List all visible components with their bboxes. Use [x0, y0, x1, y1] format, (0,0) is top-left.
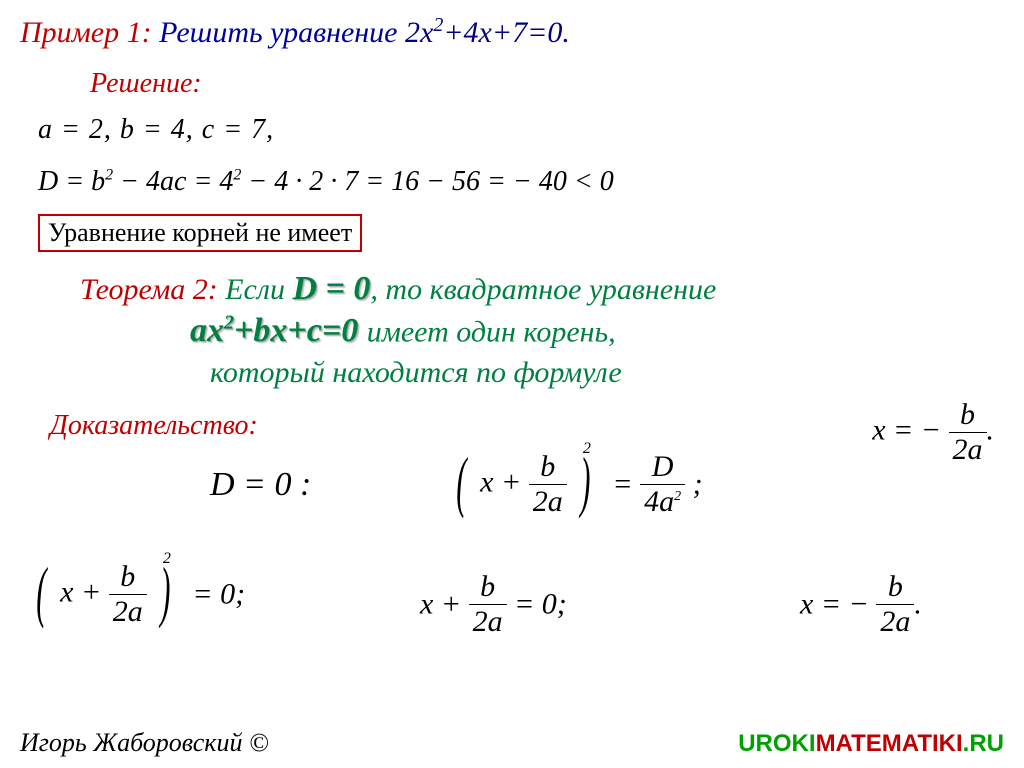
theorem-eq: ах [190, 312, 224, 349]
x-formula-num: b [949, 400, 987, 433]
title-dot: . [562, 16, 570, 49]
footer-author: Игорь Жаборовский © [20, 728, 269, 758]
proof-label: Доказательство: [50, 410, 1004, 442]
eq4-num: b [876, 572, 914, 605]
eq3-den: 2a [469, 605, 507, 637]
theorem-eq-sup: 2 [224, 312, 234, 334]
title-eq-b: +4х+7=0 [443, 16, 562, 49]
no-roots-box: Уравнение корней не имеет [38, 214, 362, 252]
footer-site-1: UROKI [738, 730, 815, 757]
eq2-num: b [109, 562, 147, 595]
eq1-x: x + [480, 466, 521, 499]
theorem-eq-rest: +bх+с=0 [234, 312, 358, 349]
coefficients: a = 2, b = 4, c = 7, [38, 114, 1004, 146]
eq4-den: 2a [876, 605, 914, 637]
example-title: Пример 1: Решить уравнение 2х2+4х+7=0. [20, 14, 1004, 50]
footer-site-2: MATEMATIKI [816, 730, 963, 757]
disc-p1: D = b [38, 166, 105, 197]
eq2-den: 2a [109, 595, 147, 627]
eq2: ( x + b2a )2 = 0; [30, 562, 245, 627]
title-eq-a: 2х [405, 16, 433, 49]
theorem-has: имеет один корень, [367, 315, 616, 348]
footer-site: UROKIMATEMATIKI.RU [738, 730, 1004, 758]
eq2-sup: 2 [163, 550, 171, 567]
eq1-rhs-den-sup: 2 [674, 489, 681, 504]
footer-site-3: .RU [963, 730, 1004, 757]
eq3: x + b2a = 0; [420, 572, 567, 637]
eq1-sup: 2 [583, 440, 591, 457]
eq2-rhs: = 0; [185, 578, 245, 611]
eq1: ( x + b2a )2 = D 4a2 ; [450, 452, 703, 517]
theorem-post: , то квадратное уравнение [370, 273, 716, 306]
title-main: Решить уравнение [159, 16, 405, 49]
eq1-rhs-num: D [640, 452, 685, 485]
eq4: x = − b2a. [800, 572, 922, 637]
theorem-which: который находится по формуле [210, 356, 622, 389]
eq1-semi: ; [693, 468, 703, 501]
eq1-den: 2a [529, 485, 567, 517]
title-eq-exp: 2 [433, 14, 443, 36]
disc-p2: − 4ac = 4 [113, 166, 233, 197]
eq1-rhs-den: 4a [644, 485, 674, 518]
eq3-rhs: = 0; [507, 588, 567, 621]
eq4-dot: . [914, 588, 922, 621]
disc-p3: − 4 · 2 · 7 = 16 − 56 = − 40 < 0 [241, 166, 613, 197]
d-zero: D = 0 : [210, 466, 311, 504]
eq4-lhs: x = − [800, 588, 869, 621]
theorem-block: Теорема 2: Если D = 0, то квадратное ура… [20, 270, 1004, 394]
x-formula-lhs: x = − [872, 413, 941, 446]
eq2-x: x + [60, 576, 101, 609]
theorem-pre: Если [225, 273, 292, 306]
disc-p1sup: 2 [105, 167, 113, 184]
theorem-label: Теорема 2: [80, 273, 225, 306]
eq3-lhs: x + [420, 588, 461, 621]
theorem-d0: D = 0 [292, 270, 370, 307]
eq1-num: b [529, 452, 567, 485]
title-prefix: Пример 1: [20, 16, 159, 49]
discriminant: D = b2 − 4ac = 42 − 4 · 2 · 7 = 16 − 56 … [38, 166, 1004, 198]
eq3-num: b [469, 572, 507, 605]
solution-label: Решение: [90, 68, 1004, 100]
x-formula-dot: . [987, 413, 995, 446]
